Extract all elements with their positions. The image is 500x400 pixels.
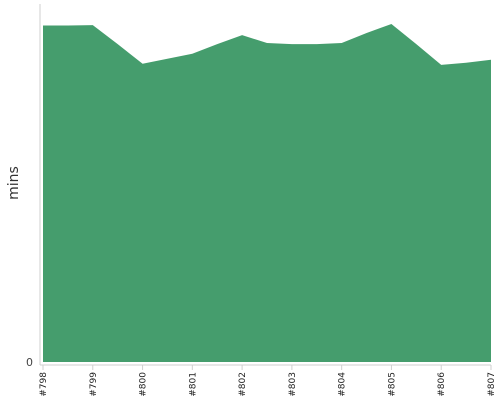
- x-tick-label: #799: [89, 372, 99, 397]
- x-tick-label: #805: [387, 372, 397, 397]
- x-tick-label: #807: [487, 372, 497, 397]
- area-series-0: [43, 24, 491, 362]
- axes: 0 #798 #799 #800 #801 #802 #803 #804 #805 #806 #80…: [26, 4, 497, 397]
- x-tick-label: #803: [288, 372, 298, 397]
- y-axis-title: mins: [6, 166, 22, 200]
- x-tick-label: #804: [338, 372, 348, 397]
- x-tick-label: #800: [139, 372, 149, 397]
- x-tick-label: #802: [238, 372, 248, 397]
- x-tick-label: #806: [437, 372, 447, 397]
- x-tick-label: #801: [188, 372, 198, 397]
- y-tick-label: 0: [26, 356, 33, 369]
- x-tick-label: #798: [39, 372, 49, 397]
- plot-area: [43, 24, 491, 362]
